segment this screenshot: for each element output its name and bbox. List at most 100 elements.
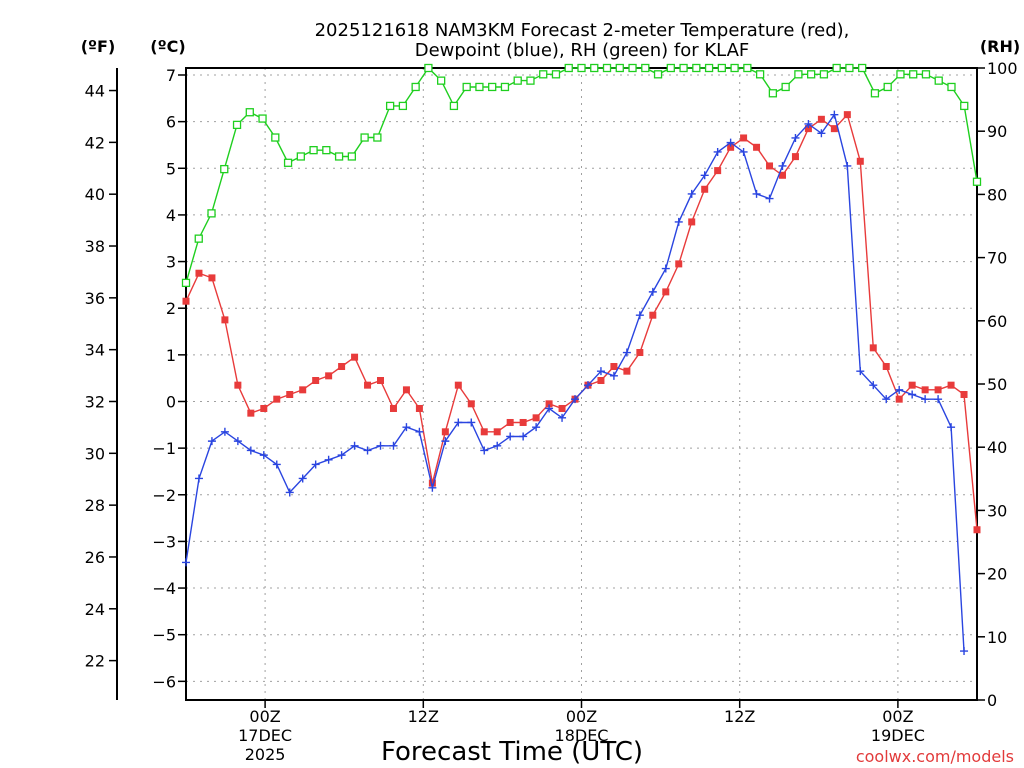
rh-tick-label: 0 — [987, 691, 997, 710]
data-point — [921, 70, 931, 79]
data-point — [649, 311, 657, 319]
data-point — [182, 558, 190, 567]
x-tick-label: 18DEC — [555, 726, 609, 745]
data-point — [441, 437, 450, 446]
data-point — [830, 125, 838, 133]
data-point — [325, 372, 333, 380]
data-point — [778, 161, 787, 170]
celsius-unit-label: (ºC) — [150, 37, 185, 56]
data-point — [856, 157, 864, 165]
x-tick-label: 00Z — [882, 707, 913, 726]
data-point — [467, 418, 476, 427]
celsius-tick-label: −5 — [152, 626, 176, 645]
celsius-tick-label: 4 — [166, 206, 176, 225]
data-point — [766, 162, 774, 170]
fahrenheit-tick-label: 28 — [85, 496, 105, 515]
data-point — [285, 488, 294, 497]
data-point — [726, 138, 735, 147]
data-point — [701, 185, 709, 193]
rh-unit-label: (RH) — [980, 37, 1020, 56]
fahrenheit-tick-label: 24 — [85, 600, 105, 619]
data-point — [571, 395, 580, 404]
data-point — [804, 125, 812, 133]
data-point — [309, 146, 318, 155]
data-point — [271, 133, 280, 142]
data-point — [480, 446, 489, 455]
rh-tick-label: 10 — [987, 628, 1007, 647]
data-point — [220, 427, 229, 436]
data-point — [221, 316, 229, 324]
data-point — [398, 101, 408, 111]
data-point — [389, 404, 397, 412]
data-point — [661, 264, 670, 273]
data-point — [909, 70, 918, 79]
data-point — [389, 441, 398, 450]
data-point — [195, 269, 203, 277]
x-tick-label: 00Z — [249, 707, 280, 726]
data-point — [454, 381, 462, 389]
data-point — [259, 451, 268, 460]
data-point — [377, 377, 385, 385]
data-point — [843, 161, 852, 170]
x-tick-label: 00Z — [566, 707, 597, 726]
celsius-tick-label: 3 — [166, 253, 176, 272]
data-point — [832, 63, 841, 73]
data-point — [441, 428, 449, 436]
rh-tick-label: 50 — [987, 375, 1007, 394]
data-point — [727, 143, 735, 151]
data-point — [467, 400, 475, 408]
fahrenheit-tick-label: 40 — [85, 185, 105, 204]
data-point — [934, 386, 942, 394]
data-point — [449, 101, 459, 111]
data-point — [246, 446, 255, 455]
data-point — [385, 101, 395, 111]
data-point — [488, 82, 497, 92]
data-point — [817, 115, 825, 123]
data-point — [526, 76, 535, 85]
data-point — [500, 82, 510, 92]
celsius-tick-label: 1 — [166, 346, 176, 365]
data-point — [845, 63, 854, 73]
rh-tick-label: 90 — [987, 122, 1007, 141]
data-point — [934, 76, 943, 85]
data-point — [551, 70, 561, 79]
data-point — [513, 76, 522, 85]
data-point — [545, 404, 554, 413]
data-point — [312, 377, 320, 385]
data-point — [947, 381, 955, 389]
data-point — [615, 63, 624, 73]
data-point — [921, 395, 930, 404]
data-point — [324, 455, 333, 464]
celsius-tick-label: 0 — [166, 392, 176, 411]
data-point — [679, 63, 688, 73]
data-point — [350, 441, 359, 450]
data-point — [296, 152, 305, 161]
data-point — [921, 386, 929, 394]
data-point — [908, 381, 916, 389]
series-line — [185, 112, 965, 652]
celsius-tick-label: 6 — [166, 113, 176, 132]
celsius-tick-label: −2 — [152, 486, 176, 505]
data-point — [286, 390, 294, 398]
data-point — [870, 89, 880, 98]
data-point — [908, 390, 917, 399]
data-point — [376, 441, 385, 450]
data-point — [311, 460, 320, 469]
rh-tick-label: 100 — [987, 59, 1018, 78]
data-point — [806, 70, 816, 79]
data-point — [415, 427, 424, 436]
data-point — [858, 63, 867, 73]
x-tick-label: 12Z — [408, 707, 439, 726]
fahrenheit-tick-label: 32 — [85, 392, 105, 411]
celsius-tick-label: −4 — [152, 579, 176, 598]
data-point — [843, 111, 851, 119]
data-point — [597, 377, 605, 385]
grid-lines — [186, 68, 977, 700]
data-point — [298, 474, 307, 483]
fahrenheit-tick-label: 36 — [85, 289, 105, 308]
data-point — [232, 120, 242, 130]
data-point — [692, 63, 701, 73]
rh-tick-label: 60 — [987, 312, 1007, 331]
data-point — [623, 367, 631, 375]
fahrenheit-tick-label: 44 — [85, 82, 105, 101]
